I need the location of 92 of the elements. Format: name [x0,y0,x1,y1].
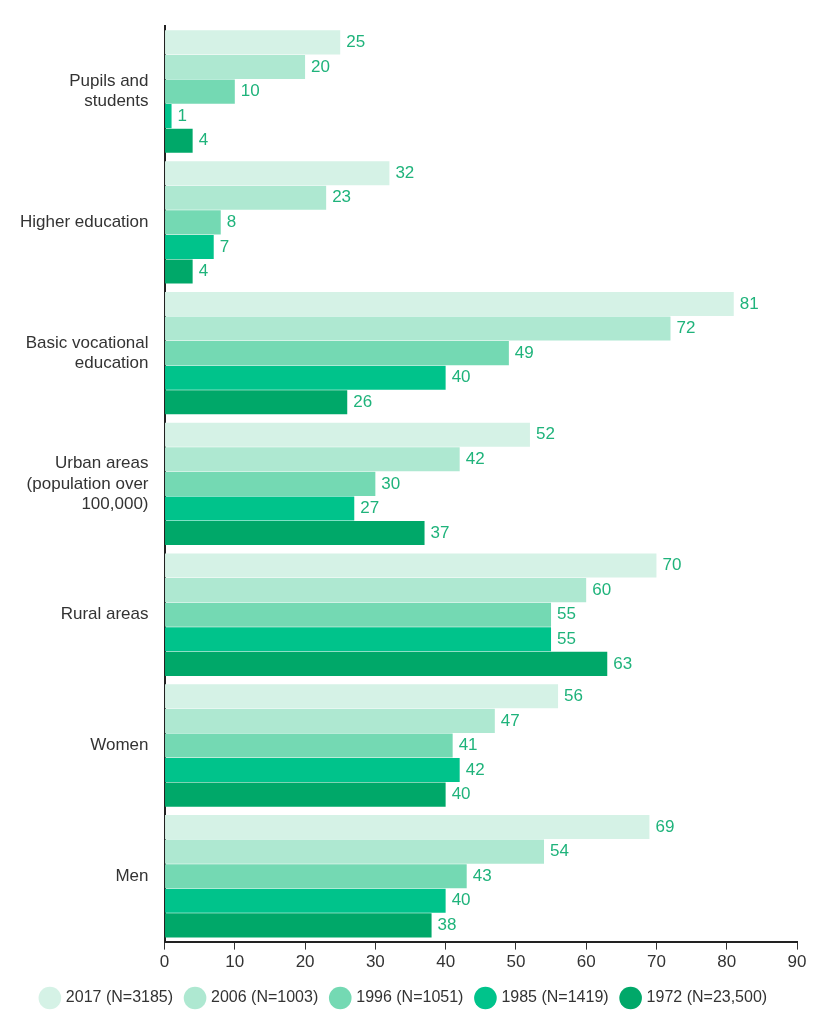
bar [165,627,552,652]
data-label: 40 [451,890,471,910]
data-label: 52 [535,424,555,444]
y-tick-label: Men [115,865,149,885]
data-label: 41 [458,735,478,755]
data-label: 40 [451,784,471,804]
data-label: 40 [451,367,471,387]
data-label: 7 [219,236,230,256]
y-tick-label: Higher education [20,212,149,232]
data-label: 27 [360,498,380,518]
data-label: 10 [240,81,260,101]
x-tick-label: 80 [717,952,737,972]
bar [165,521,425,546]
data-label: 81 [739,293,759,313]
legend-label: 1996 (N=1051) [356,988,464,1006]
bar [165,471,376,496]
bar [165,54,306,80]
bar [165,30,341,55]
bar [165,496,355,521]
bar [165,390,348,415]
data-label: 49 [514,342,534,362]
y-tick-label: Rural areas [60,604,149,624]
bar [165,422,530,447]
bar [165,913,432,938]
data-label: 60 [592,579,612,599]
bar [165,839,545,864]
bar [165,104,172,129]
bar [165,234,214,259]
data-label: 42 [465,759,485,779]
bar [165,602,552,627]
x-tick-label: 70 [646,952,666,972]
legend-label: 2017 (N=3185) [65,988,174,1006]
bar [165,651,608,676]
bar [165,782,446,807]
bar [165,185,327,210]
data-label: 56 [564,685,583,705]
data-label: 4 [198,261,209,281]
y-tick-label: Pupils and students [69,71,149,111]
bar [165,365,446,390]
bar [165,815,650,840]
bar [165,161,390,186]
data-label: 20 [311,56,330,76]
data-label: 55 [557,628,576,648]
data-label: 42 [465,449,485,468]
bar [165,684,559,709]
data-label: 47 [500,710,520,730]
x-tick-label: 10 [225,952,245,972]
x-tick-label: 60 [576,952,596,972]
x-tick-label: 20 [295,952,315,972]
x-tick-label: 90 [787,952,807,972]
bar [165,316,671,341]
bar [165,79,235,104]
x-tick-label: 40 [436,952,456,972]
legend-label: 1972 (N=23,500) [646,988,768,1006]
bar [165,553,657,578]
data-label: 69 [655,816,675,836]
data-label: 37 [430,522,450,542]
data-label: 63 [613,653,633,673]
data-label: 72 [676,318,696,338]
bar [165,733,453,758]
bar [165,128,193,153]
bar [165,708,495,733]
bar [165,447,460,472]
data-label: 4 [198,130,209,150]
legend-label: 2006 (N=1003) [211,988,319,1006]
data-label: 38 [437,915,457,935]
bar [165,341,509,366]
y-tick-label: Basic vocational education [25,332,149,373]
y-tick-label: Women [90,735,149,755]
bar [165,210,221,235]
bar [165,291,734,317]
bar [165,757,460,783]
data-label: 43 [472,865,492,885]
data-label: 1 [177,105,188,125]
data-label: 32 [395,162,415,182]
legend-label: 1985 (N=1419) [501,988,609,1006]
bar [165,578,587,603]
bar [165,888,446,913]
data-label: 70 [662,555,682,575]
y-tick-label: Urban areas (population over 100,000) [26,453,149,513]
bar [165,864,467,889]
data-label: 8 [226,212,237,232]
data-label: 30 [381,473,401,493]
data-label: 55 [557,604,576,624]
data-label: 23 [332,187,352,207]
bar [165,259,193,284]
x-tick-label: 50 [506,952,526,972]
x-tick-label: 0 [159,952,170,972]
data-label: 25 [346,32,366,52]
x-tick-label: 30 [365,952,385,972]
data-label: 54 [550,841,569,861]
data-label: 26 [353,391,373,411]
